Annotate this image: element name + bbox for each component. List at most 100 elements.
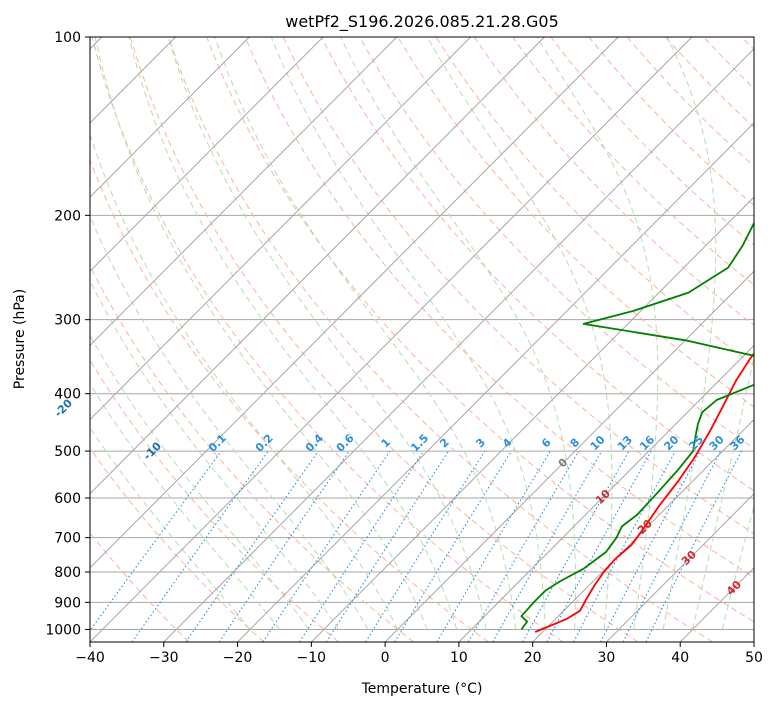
moist-adiabat-line xyxy=(94,37,428,630)
y-tick-label: 200 xyxy=(54,208,81,224)
x-tick-label: −30 xyxy=(149,650,179,666)
dry-adiabat-line xyxy=(90,359,339,642)
isotherm-line xyxy=(458,344,754,642)
dry-adiabat-line xyxy=(168,37,713,642)
mixing-ratio-label: 25 xyxy=(686,433,706,453)
dry-adiabat-line xyxy=(90,158,489,642)
mixing-ratio-line xyxy=(622,450,722,642)
moist-adiabat-line xyxy=(128,37,458,630)
isotherm-line xyxy=(90,37,398,347)
dry-adiabat-line xyxy=(359,37,754,450)
mixing-ratio-line xyxy=(394,450,512,642)
temperature-trace xyxy=(534,352,754,633)
y-tick-label: 700 xyxy=(54,531,81,547)
dry-adiabat-line xyxy=(550,37,754,246)
mixing-ratio-line xyxy=(645,450,742,642)
isotherm-line xyxy=(679,567,754,642)
dry-adiabat-line xyxy=(90,447,265,642)
isotherm-line xyxy=(90,37,619,569)
mixing-ratio-line xyxy=(299,450,425,642)
mixing-ratio-line xyxy=(492,450,603,642)
dry-adiabat-line xyxy=(90,532,190,642)
y-tick-label: 1000 xyxy=(45,622,81,638)
dry-adiabat-line xyxy=(206,37,754,623)
isotherm-line xyxy=(753,641,754,642)
isotherm-line xyxy=(163,48,754,642)
dry-adiabat-line xyxy=(397,37,754,408)
y-tick-label: 600 xyxy=(54,491,81,507)
moist-adiabat-line xyxy=(90,334,310,630)
x-tick-label: 20 xyxy=(524,650,542,666)
moist-adiabat-line xyxy=(90,279,340,630)
mixing-ratio-line xyxy=(365,450,486,642)
x-tick-label: −40 xyxy=(75,650,105,666)
dry-adiabat-line xyxy=(741,37,754,51)
background-lines xyxy=(90,37,754,642)
isotherm-line xyxy=(90,37,324,272)
moist-adiabat-line xyxy=(90,426,251,630)
mixing-ratio-label: 2 xyxy=(437,436,452,451)
mixing-ratio-label: 3 xyxy=(473,436,488,451)
mixing-ratio-line xyxy=(522,450,630,642)
mixing-ratio-line xyxy=(185,450,319,642)
mixing-ratio-line xyxy=(325,450,449,642)
moist-adiabat-line xyxy=(214,37,517,630)
axis-ticks: −40 −30 −20 −10 0 10 20 30 40 50 100 200 300 400 500 60… xyxy=(45,30,763,666)
dry-adiabat-line xyxy=(244,37,754,578)
moist-adiabat-line xyxy=(721,504,754,630)
mixing-ratio-line xyxy=(573,450,676,642)
moist-adiabat-line xyxy=(426,37,613,630)
y-tick-label: 900 xyxy=(54,595,81,611)
x-tick-label: −10 xyxy=(297,650,327,666)
x-tick-label: −20 xyxy=(223,650,253,666)
dry-adiabat-label: -10 xyxy=(141,439,164,462)
dry-adiabat-line xyxy=(512,37,754,286)
mixing-ratio-line xyxy=(90,450,222,632)
x-tick-label: 40 xyxy=(671,650,689,666)
dry-adiabat-line xyxy=(473,37,754,326)
x-tick-label: 50 xyxy=(745,650,763,666)
sounding-traces xyxy=(520,221,754,633)
plot-frame xyxy=(89,36,755,643)
dry-adiabat-line xyxy=(435,37,754,367)
y-tick-label: 100 xyxy=(54,30,81,46)
dry-adiabat-line xyxy=(91,37,564,642)
x-tick-label: 30 xyxy=(598,650,616,666)
isotherm-line xyxy=(90,37,545,495)
dry-adiabat-line xyxy=(129,37,639,642)
x-axis-label: Temperature (°C) xyxy=(361,681,483,697)
x-tick-label: 0 xyxy=(381,650,390,666)
chart-title: wetPf2_S196.2026.085.21.28.G05 xyxy=(285,12,559,32)
mixing-ratio-label: 8 xyxy=(568,436,583,451)
dry-adiabat-line xyxy=(320,37,754,492)
isotherm-line xyxy=(532,418,754,642)
moist-adiabat-label: 30 xyxy=(679,548,699,568)
mixing-ratio-line xyxy=(600,450,701,642)
moist-adiabat-line xyxy=(167,37,487,630)
x-tick-label: 10 xyxy=(450,650,468,666)
dewpoint-trace xyxy=(520,221,754,630)
dry-adiabat-line xyxy=(626,37,754,167)
isotherm-line xyxy=(90,37,250,198)
isotherm-line xyxy=(90,37,471,421)
moist-adiabat-line xyxy=(90,132,399,630)
moist-adiabat-line xyxy=(270,37,546,630)
y-tick-label: 500 xyxy=(54,444,81,460)
dry-adiabat-line xyxy=(90,264,414,642)
dry-adiabat-line xyxy=(282,37,754,535)
moist-adiabat-line xyxy=(340,37,576,630)
mixing-ratio-line xyxy=(262,450,391,642)
isotherm-line xyxy=(606,492,754,642)
mixing-ratio-label: 36 xyxy=(728,433,748,453)
moist-adiabat-label: 20 xyxy=(635,517,655,537)
moist-adiabat-line xyxy=(536,37,659,630)
y-tick-label: 800 xyxy=(54,565,81,581)
mixing-ratio-line xyxy=(436,450,551,642)
mixing-ratio-line xyxy=(131,450,269,642)
moist-adiabat-line xyxy=(90,214,369,630)
isotherm-line xyxy=(310,196,754,642)
isotherm-line xyxy=(384,270,754,642)
y-axis-label: Pressure (hPa) xyxy=(12,289,28,389)
moist-adiabat-line xyxy=(692,355,754,630)
